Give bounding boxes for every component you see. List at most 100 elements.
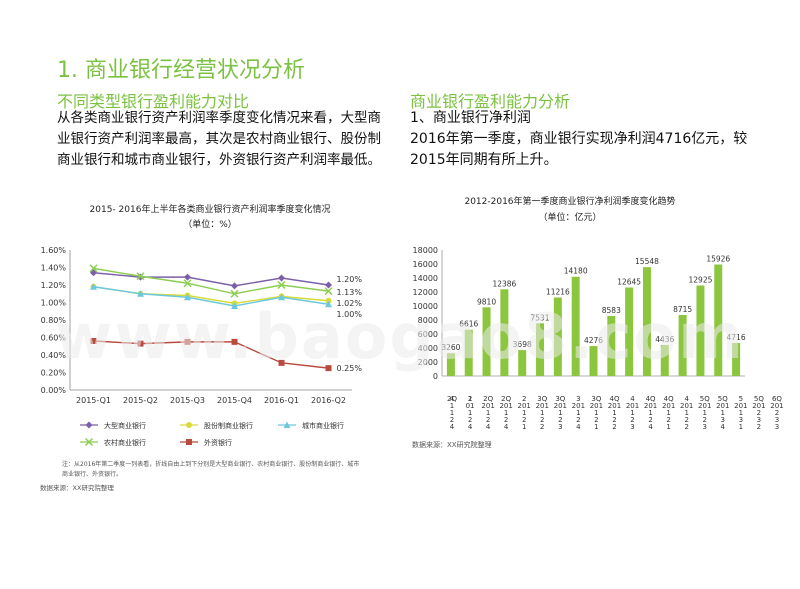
bar-chart-x-tick-fragment: 201 (752, 402, 765, 410)
line-chart-legend-label: 大型商业银行 (104, 421, 146, 430)
bar-chart-bar (464, 329, 473, 376)
bar-chart-y-tick-label: 6000 (418, 330, 438, 339)
bar-chart-value-label: 4716 (727, 333, 746, 342)
bar-chart-x-tick-fragment: 2 (630, 416, 634, 424)
line-chart-point (137, 340, 144, 347)
line-chart-series (90, 283, 332, 309)
bar-chart-bar (500, 289, 509, 376)
line-chart-point (324, 287, 333, 296)
right-point-title: 1、商业银行净利润 (410, 110, 531, 126)
bar-chart-value-label: 12925 (689, 276, 713, 285)
bar-chart-value-label: 3698 (513, 340, 532, 349)
bar-chart-x-tick-fragment: 2 (703, 416, 707, 424)
bar-chart-x-tick-fragment: 2 (576, 416, 580, 424)
bar-chart-x-tick-fragment: 2 (648, 416, 652, 424)
bar-chart-x-tick-fragment: 4 (504, 423, 509, 430)
bar-chart-x-tick-fragment: 1 (703, 409, 707, 417)
bar-chart-x-tick-fragment: 1 (468, 395, 472, 403)
bar-chart-x-tick-fragment: 201 (572, 402, 585, 410)
bar-chart-x-tick-fragment: 3 (630, 423, 634, 430)
bar-chart-title: 2012-2016年第一季度商业银行净利润季度变化趋势 (464, 195, 675, 207)
bar-chart-bar (607, 315, 616, 376)
line-chart-point (85, 421, 93, 429)
bar-chart-value-label: 8715 (673, 305, 692, 314)
line-chart-legend-label: 外资银行 (204, 438, 232, 447)
line-chart-end-label: 0.25% (337, 364, 363, 373)
bar-chart-x-tick-fragment: 1 (486, 409, 490, 417)
bar-chart-x-tick-fragment: 1 (504, 409, 508, 417)
line-chart-point (184, 273, 191, 281)
net-profit-bar-chart: 2012-2016年第一季度商业银行净利润季度变化趋势 （单位：亿元） 0 2000 4… (413, 195, 784, 430)
bar-chart-x-tick-fragment: 1 (522, 409, 526, 417)
bar-chart-x-tick-fragment: 201 (626, 402, 639, 410)
line-chart-point (231, 302, 238, 309)
line-chart-legend-label: 股份制商业银行 (204, 421, 253, 430)
bar-chart-x-tick-fragment: 1 (450, 409, 454, 417)
line-chart-series (90, 338, 332, 372)
bar-chart-subtitle: （单位：亿元） (538, 211, 601, 223)
bar-chart-x-tick-fragment: 2 (504, 416, 508, 424)
bar-chart-value-label: 3260 (441, 343, 460, 352)
line-chart-end-label: 1.20% (337, 275, 363, 284)
line-chart-point (277, 280, 286, 290)
bar-chart-x-tick-fragment: 201 (698, 402, 711, 410)
line-chart-series-line (93, 272, 329, 287)
right-section-heading: 商业银行盈利能力分析 (410, 92, 571, 111)
bar-chart-x-tick-fragment: 3 (576, 395, 580, 403)
bar-chart-x-tick-fragment: 3 (775, 423, 779, 430)
line-chart-point (230, 289, 239, 298)
bar-chart-x-tick-fragment: 2 (612, 423, 616, 430)
bar-chart-x-tick-fragment: 2 (468, 416, 472, 424)
line-chart-point (231, 338, 238, 345)
line-chart-title: 2015- 2016年上半年各类商业银行资产利润率季度变化情况 (90, 203, 331, 215)
bar-chart-value-label: 8583 (602, 306, 621, 315)
bar-chart-x-tick-fragment: 1 (684, 409, 688, 417)
bar-chart-x-tick-fragment: 3Q (591, 395, 601, 403)
bar-chart-x-tick-fragment: 4Q (646, 395, 656, 403)
line-chart-point (90, 338, 97, 344)
line-chart-series (89, 264, 333, 298)
line-chart-x-tick-label: 2016-Q1 (264, 396, 299, 405)
bar-chart-value-label: 7531 (530, 313, 549, 322)
bar-chart-x-tick-fragment: 4 (648, 423, 653, 430)
bar-chart-value-label: 15548 (635, 257, 659, 266)
line-chart-point (231, 282, 238, 290)
bar-chart-x-tick-fragment: 201 (518, 402, 531, 410)
line-chart-y-tick-label: 1.60% (41, 246, 67, 255)
bar-chart-bar (696, 285, 705, 376)
line-chart-legend-label: 城市商业银行 (302, 421, 344, 430)
bar-chart-x-tick-fragment: 201 (770, 402, 783, 410)
bar-chart-x-tick-fragment: 01 (466, 402, 475, 410)
bar-chart-x-tick-fragment: 201 (644, 402, 657, 410)
bar-chart-y-tick-label: 14000 (413, 274, 438, 283)
bar-chart-x-tick-fragment: 4Q (664, 395, 674, 403)
bar-chart-x-tick-fragment: 1 (739, 423, 743, 430)
line-chart-source: 数据来源：XX研究院整理 (40, 484, 114, 492)
bar-chart-bar (660, 344, 669, 376)
line-chart-point (325, 365, 332, 372)
bar-chart-y-tick-label: 12000 (413, 288, 438, 297)
bar-chart-bar (714, 264, 723, 376)
line-chart-point (184, 338, 191, 345)
bar-chart-x-tick-fragment: 2Q (447, 395, 457, 403)
bar-chart-x-tick-fragment: 5Q (718, 395, 728, 403)
bar-chart-x-tick-fragment: 1 (630, 409, 634, 417)
bar-chart-x-tick-fragment: 201 (481, 402, 494, 410)
line-chart-x-tick-label: 2016-Q2 (311, 396, 346, 405)
bar-chart-x-tick-fragment: 3 (739, 416, 743, 424)
line-chart-y-tick-label: 1.00% (41, 299, 67, 308)
left-body-text: 从各类商业银行资产利润率季度变化情况来看，大型商业银行资产利润率最高，其次是农村… (57, 110, 381, 168)
bar-chart-x-tick-fragment: 201 (716, 402, 729, 410)
line-chart-x-tick-label: 2015-Q2 (123, 396, 158, 405)
line-chart-point (137, 290, 144, 297)
bar-chart-bar (571, 276, 580, 376)
line-chart-series-line (93, 267, 329, 295)
bar-chart-x-tick-fragment: 4 (576, 423, 581, 430)
line-chart-y-tick-label: 1.20% (41, 281, 67, 290)
bar-chart-source: 数据来源：XX研究院整理 (412, 441, 492, 449)
bar-chart-bar (536, 323, 545, 376)
bar-chart-bar (642, 267, 651, 376)
slide-title: 1. 商业银行经营状况分析 (57, 58, 305, 83)
line-chart-series-line (93, 286, 329, 307)
bar-chart-y-tick-label: 10000 (413, 302, 438, 311)
